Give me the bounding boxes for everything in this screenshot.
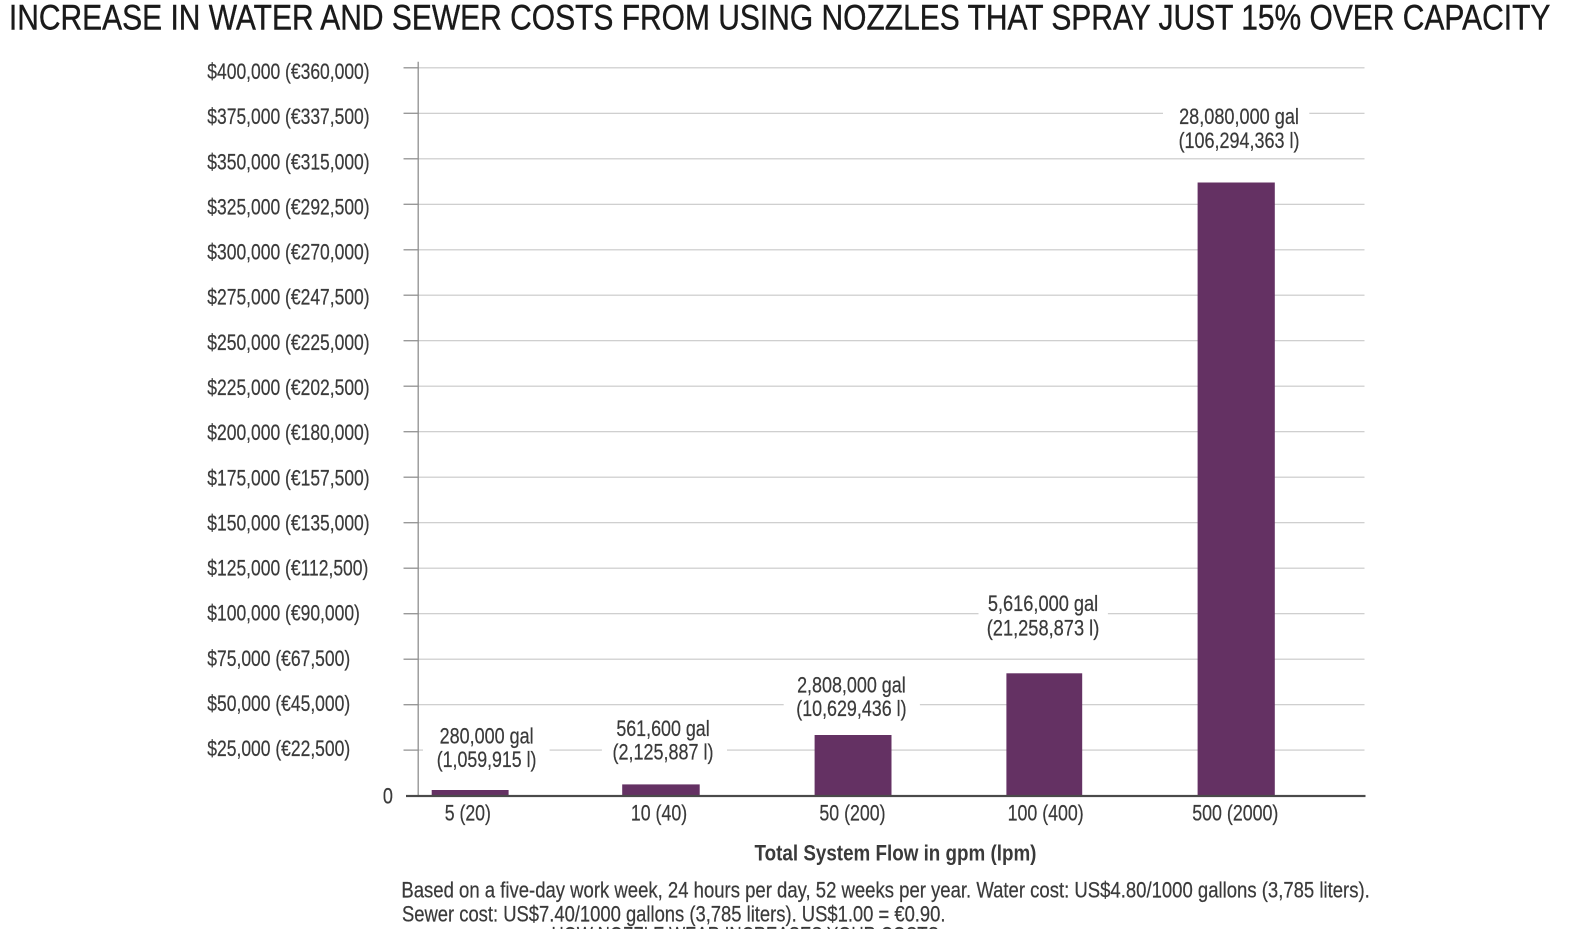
svg-text:(1,059,915 l): (1,059,915 l) bbox=[437, 748, 537, 772]
svg-text:Total System Flow in gpm (lpm): Total System Flow in gpm (lpm) bbox=[755, 841, 1037, 866]
svg-text:Based on a five-day work week,: Based on a five-day work week, 24 hours … bbox=[401, 879, 1369, 903]
svg-text:INCREASE IN WATER AND SEWER CO: INCREASE IN WATER AND SEWER COSTS FROM U… bbox=[9, 0, 1551, 37]
svg-text:$400,000 (€360,000): $400,000 (€360,000) bbox=[207, 60, 369, 84]
svg-text:$250,000 (€225,000): $250,000 (€225,000) bbox=[207, 331, 369, 355]
svg-text:0: 0 bbox=[383, 785, 393, 809]
svg-text:Sewer cost: US$7.40/1000 gallo: Sewer cost: US$7.40/1000 gallons (3,785 … bbox=[402, 903, 946, 927]
svg-text:5 (20): 5 (20) bbox=[445, 802, 491, 826]
svg-text:5,616,000 gal: 5,616,000 gal bbox=[988, 592, 1098, 616]
svg-text:$100,000 (€90,000): $100,000 (€90,000) bbox=[207, 602, 360, 626]
svg-text:(10,629,436 l): (10,629,436 l) bbox=[796, 697, 906, 721]
svg-text:(21,258,873 l): (21,258,873 l) bbox=[987, 617, 1100, 641]
svg-text:$350,000 (€315,000): $350,000 (€315,000) bbox=[207, 150, 369, 174]
svg-text:2,808,000 gal: 2,808,000 gal bbox=[797, 674, 906, 698]
svg-text:$75,000 (€67,500): $75,000 (€67,500) bbox=[207, 647, 350, 671]
svg-text:(2,125,887 l): (2,125,887 l) bbox=[613, 741, 714, 765]
svg-text:$275,000 (€247,500): $275,000 (€247,500) bbox=[207, 286, 369, 310]
svg-text:$175,000 (€157,500): $175,000 (€157,500) bbox=[207, 466, 369, 490]
svg-text:$225,000 (€202,500): $225,000 (€202,500) bbox=[207, 376, 369, 400]
svg-text:561,600 gal: 561,600 gal bbox=[616, 717, 709, 741]
svg-text:50 (200): 50 (200) bbox=[819, 802, 885, 826]
svg-text:500 (2000): 500 (2000) bbox=[1192, 802, 1278, 826]
svg-text:280,000 gal: 280,000 gal bbox=[440, 725, 534, 749]
svg-text:100 (400): 100 (400) bbox=[1008, 802, 1084, 826]
svg-text:$125,000 (€112,500): $125,000 (€112,500) bbox=[207, 557, 368, 581]
svg-text:10 (40): 10 (40) bbox=[631, 802, 687, 826]
svg-text:$300,000 (€270,000): $300,000 (€270,000) bbox=[207, 241, 369, 265]
svg-text:28,080,000 gal: 28,080,000 gal bbox=[1179, 106, 1299, 130]
svg-text:$150,000 (€135,000): $150,000 (€135,000) bbox=[207, 512, 369, 536]
svg-text:$325,000 (€292,500): $325,000 (€292,500) bbox=[207, 196, 369, 220]
svg-text:$50,000 (€45,000): $50,000 (€45,000) bbox=[207, 692, 350, 716]
svg-text:(106,294,363 l): (106,294,363 l) bbox=[1179, 129, 1300, 153]
svg-text:$200,000 (€180,000): $200,000 (€180,000) bbox=[207, 421, 369, 445]
svg-text:$25,000 (€22,500): $25,000 (€22,500) bbox=[207, 737, 350, 761]
svg-text:$375,000 (€337,500): $375,000 (€337,500) bbox=[207, 105, 369, 129]
svg-text:HOW NOZZLE WEAR INCREASES YOUR: HOW NOZZLE WEAR INCREASES YOUR COSTS bbox=[552, 924, 939, 929]
